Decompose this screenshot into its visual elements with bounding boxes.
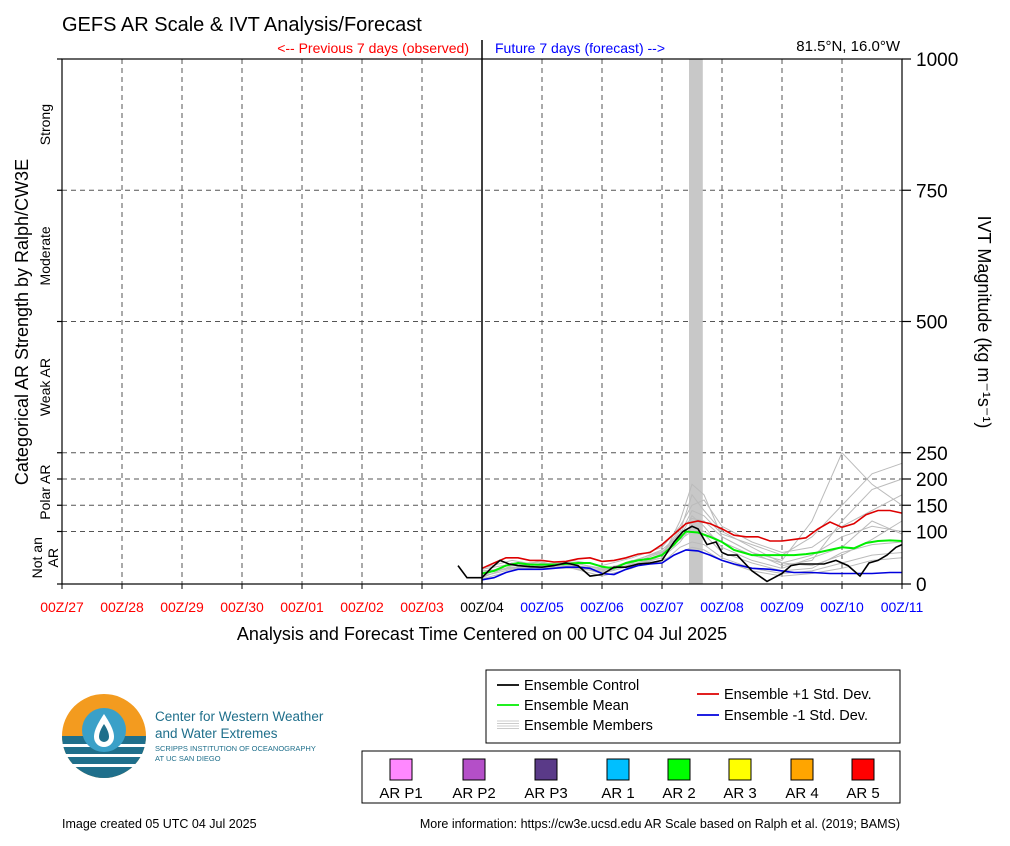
legend-ensemble-mean-label: Ensemble Mean xyxy=(524,698,629,714)
x-tick-label: 00Z/01 xyxy=(280,599,324,615)
x-tick-label: 00Z/07 xyxy=(640,599,684,615)
ar-scale-ar-p3-swatch xyxy=(534,758,558,781)
ensemble-1-std-dev-line xyxy=(481,549,902,581)
y-tick-label: 0 xyxy=(916,575,927,596)
x-tick-label: 00Z/09 xyxy=(760,599,804,615)
y-tick-label: 150 xyxy=(916,496,948,517)
ar-scale-ar-p1-label: AR P1 xyxy=(379,785,422,802)
y-axis-label-left: Categorical AR Strength by Ralph/CW3E xyxy=(12,159,32,485)
logo-text-line2: and Water Extremes xyxy=(155,726,278,741)
y-axis-label-right-text: IVT Magnitude (kg m⁻¹s⁻¹) xyxy=(974,216,994,429)
ar-scale-ar-1-swatch xyxy=(606,758,630,781)
category-label-strong: Strong xyxy=(37,104,53,145)
x-tick-label: 00Z/05 xyxy=(520,599,564,615)
location-label: 81.5°N, 16.0°W xyxy=(796,38,901,55)
x-tick-label: 00Z/08 xyxy=(700,599,744,615)
x-tick-label: 00Z/03 xyxy=(400,599,444,615)
ar-scale-ar-p2-label: AR P2 xyxy=(452,785,495,802)
ar-scale-ar-p2-swatch xyxy=(462,758,486,781)
ar-scale-ar-3-swatch xyxy=(728,758,752,781)
future-days-label: Future 7 days (forecast) --> xyxy=(495,40,665,56)
x-tick-label: 00Z/11 xyxy=(881,599,924,615)
ensemble-1-std-dev-line xyxy=(481,509,903,570)
category-label-moderate: Moderate xyxy=(37,226,53,285)
footer-more-info: More information: https://cw3e.ucsd.edu … xyxy=(420,817,900,831)
ar-scale-ar-5-label: AR 5 xyxy=(846,785,879,802)
category-label-polar-ar-line: Polar AR xyxy=(37,465,53,520)
ar-scale-ar-p3-label: AR P3 xyxy=(524,785,567,802)
x-tick-label: 00Z/04 xyxy=(460,599,504,615)
x-tick-label: 00Z/29 xyxy=(160,599,204,615)
y-tick-label: 250 xyxy=(916,444,948,465)
logo-text-line3: SCRIPPS INSTITUTION OF OCEANOGRAPHY xyxy=(155,744,316,753)
x-tick-label: 00Z/02 xyxy=(340,599,384,615)
x-tick-label: 00Z/27 xyxy=(40,599,84,615)
category-label-not-an-ar: Not an AR xyxy=(29,537,61,578)
x-tick-label: 00Z/10 xyxy=(820,599,864,615)
x-tick-label: 00Z/30 xyxy=(220,599,264,615)
legend-ensemble-control-label: Ensemble Control xyxy=(524,678,639,694)
y-tick-label: 1000 xyxy=(916,50,958,71)
ar-scale-ar-4-swatch xyxy=(790,758,814,781)
chart-title: GEFS AR Scale & IVT Analysis/Forecast xyxy=(62,14,422,36)
legend-ensemble-1-std-dev-label: Ensemble -1 Std. Dev. xyxy=(724,708,868,724)
ar-scale-ar-p1-swatch xyxy=(389,758,413,781)
ar-scale-swatches: AR P1 AR P2 AR P3 AR 1 AR 2 AR 3 AR 4 AR 5 xyxy=(379,758,880,802)
category-label-weak-ar: Weak AR xyxy=(37,358,53,416)
ar-scale-ar-3-label: AR 3 xyxy=(723,785,756,802)
previous-days-label: <-- Previous 7 days (observed) xyxy=(277,40,469,56)
ar-scale-ar-1-label: AR 1 xyxy=(601,785,634,802)
category-label-moderate-line: Moderate xyxy=(37,226,53,285)
ar-scale-ar-2-label: AR 2 xyxy=(662,785,695,802)
y-tick-label: 100 xyxy=(916,523,948,544)
legend-box xyxy=(485,669,901,744)
cw3e-logo: Center for Western Weather and Water Ext… xyxy=(62,694,324,778)
ensemble-control-line xyxy=(457,525,903,583)
ensemble-mean-line xyxy=(481,530,903,575)
grey-forecast-band xyxy=(689,59,703,584)
plot-grid xyxy=(62,59,902,584)
ar-scale-ar-4-label: AR 4 xyxy=(785,785,818,802)
category-label-not-an-ar-line: AR xyxy=(45,548,61,567)
y-axis-label-right: IVT Magnitude (kg m⁻¹s⁻¹) xyxy=(974,216,994,429)
ensemble-series-lines xyxy=(457,509,903,583)
x-tick-label: 00Z/28 xyxy=(100,599,144,615)
logo-text-line1: Center for Western Weather xyxy=(155,709,324,724)
category-label-polar-ar: Polar AR xyxy=(37,465,53,520)
ar-scale-ar-2-swatch xyxy=(667,758,691,781)
y-tick-label: 200 xyxy=(916,470,948,491)
y-axis-ticks: 0 100 150 200 250 500 750 1000 xyxy=(57,50,958,596)
category-label-weak-ar-line: Weak AR xyxy=(37,358,53,416)
x-axis-label: Analysis and Forecast Time Centered on 0… xyxy=(237,624,727,644)
category-label-not-an-ar-line: Not an xyxy=(29,537,45,578)
x-axis-ticks: 00Z/27 00Z/28 00Z/29 00Z/30 00Z/01 00Z/02 00Z/… xyxy=(40,584,923,615)
x-tick-label: 00Z/06 xyxy=(580,599,624,615)
y-tick-label: 500 xyxy=(916,313,948,334)
category-label-strong-line: Strong xyxy=(37,104,53,145)
ar-category-labels: Not an AR Polar AR Weak AR Moderate Strong xyxy=(29,104,61,578)
y-tick-label: 750 xyxy=(916,181,948,202)
legend: Ensemble Control Ensemble Mean Ensemble Me… xyxy=(497,678,872,734)
ar-scale-ar-5-swatch xyxy=(851,758,875,781)
legend-ensemble-members-label: Ensemble Members xyxy=(524,718,653,734)
logo-text-line4: AT UC SAN DIEGO xyxy=(155,754,221,763)
legend-ensemble-1-std-dev-label: Ensemble +1 Std. Dev. xyxy=(724,687,872,703)
footer-created: Image created 05 UTC 04 Jul 2025 xyxy=(62,817,257,831)
